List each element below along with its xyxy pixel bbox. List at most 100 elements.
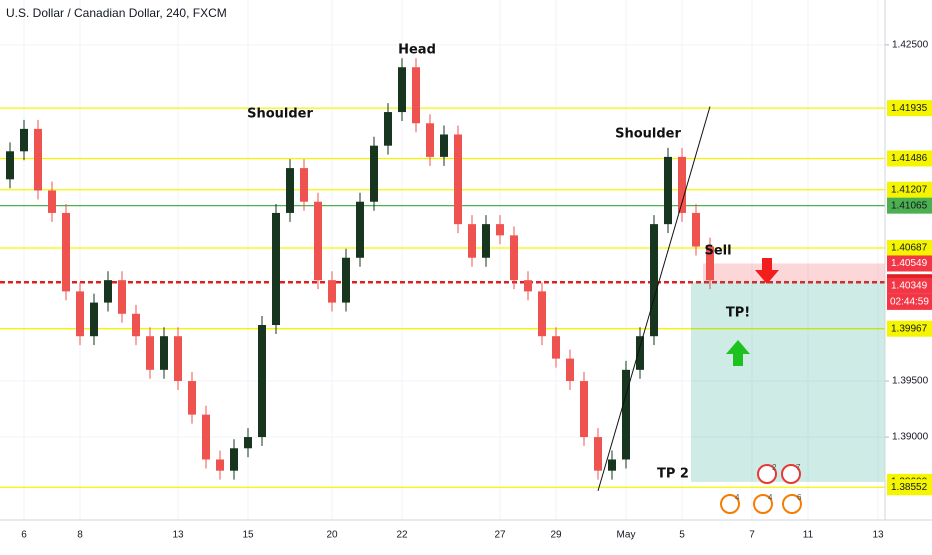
position xyxy=(691,263,885,482)
candle-body xyxy=(48,190,56,213)
sell-arrow xyxy=(755,258,779,284)
annotation: Shoulder xyxy=(615,127,681,142)
event-count: 7 xyxy=(796,463,801,472)
price-label: 1.40549 xyxy=(891,258,928,269)
candle-body xyxy=(482,224,490,258)
candle-body xyxy=(104,280,112,303)
candle-body xyxy=(174,336,182,382)
candle-body xyxy=(188,381,196,415)
candle-body xyxy=(496,224,504,236)
candle-body xyxy=(370,145,378,202)
candle-body xyxy=(62,212,70,292)
price-label-bg xyxy=(887,240,932,257)
candle-body xyxy=(90,302,98,337)
candle-body xyxy=(636,336,644,370)
price-label-bg xyxy=(887,197,932,214)
candle-body xyxy=(398,67,406,113)
event-icon xyxy=(782,494,802,514)
candle-body xyxy=(216,459,224,471)
annotation: TP 2 xyxy=(657,467,689,482)
x-tick-label: 8 xyxy=(77,530,83,541)
x-tick-label: 11 xyxy=(803,530,814,541)
candle-body xyxy=(160,336,168,370)
candle-body xyxy=(314,201,322,281)
event-icon xyxy=(781,464,801,484)
y-tick-label: 1.42500 xyxy=(892,39,929,50)
candle-body xyxy=(706,246,714,281)
tp-arrow xyxy=(726,340,750,366)
countdown-bg xyxy=(887,293,932,310)
event-count: 4 xyxy=(768,493,773,502)
x-tick-label: 13 xyxy=(172,530,184,541)
candle-body xyxy=(34,128,42,191)
x-tick-label: 20 xyxy=(326,530,338,541)
annotation: Sell xyxy=(704,244,731,259)
candle-body xyxy=(272,212,280,325)
candle-body xyxy=(244,437,252,449)
y-tick-label: 1.39500 xyxy=(892,376,929,387)
target-zone xyxy=(691,282,885,482)
event-icon xyxy=(757,464,777,484)
x-tick-label: 22 xyxy=(396,530,408,541)
price-label: 1.41207 xyxy=(891,184,928,195)
price-label-bg xyxy=(887,320,932,337)
candle-body xyxy=(132,313,140,337)
price-label-bg xyxy=(887,479,932,496)
annotation: TP! xyxy=(726,306,750,321)
candle-body xyxy=(622,369,630,460)
price-label-bg xyxy=(887,277,932,294)
price-label: 1.41065 xyxy=(891,200,928,211)
x-tick-label: 27 xyxy=(494,530,506,541)
candle-body xyxy=(76,291,84,337)
candle-body xyxy=(202,414,210,460)
candle-body xyxy=(286,168,294,213)
candle-body xyxy=(594,437,602,471)
candle-body xyxy=(538,291,546,337)
trendline xyxy=(597,106,711,492)
x-tick-label: May xyxy=(617,530,636,541)
candle-body xyxy=(230,448,238,471)
levels xyxy=(0,107,885,488)
countdown: 02:44:59 xyxy=(890,297,929,308)
candle-body xyxy=(20,128,28,152)
candle-body xyxy=(566,358,574,382)
candle-body xyxy=(510,235,518,281)
candle-body xyxy=(692,212,700,247)
candle-body xyxy=(146,336,154,370)
x-tick-label: 6 xyxy=(21,530,27,541)
candle-body xyxy=(440,134,448,157)
event-count: 6 xyxy=(797,493,802,502)
price-label: 1.40687 xyxy=(891,243,928,254)
candle-body xyxy=(356,201,364,258)
candle-body xyxy=(678,156,686,213)
price-label-bg xyxy=(887,255,932,272)
chart-title: U.S. Dollar / Canadian Dollar, 240, FXCM xyxy=(6,6,227,20)
candle-body xyxy=(426,123,434,157)
x-tick-label: 7 xyxy=(749,530,755,541)
price-label: 1.41935 xyxy=(891,103,928,114)
price-label-bg xyxy=(887,181,932,198)
candle-body xyxy=(650,224,658,337)
x-tick-label: 5 xyxy=(679,530,685,541)
x-tick-label: 15 xyxy=(242,530,254,541)
annotation: Head xyxy=(398,43,436,58)
candle-body xyxy=(580,381,588,438)
y-tick-label: 1.39000 xyxy=(892,432,929,443)
candle-body xyxy=(412,67,420,124)
candle-body xyxy=(118,280,126,314)
price-label: 1.38552 xyxy=(891,482,928,493)
candle-body xyxy=(468,224,476,258)
candle-body xyxy=(524,280,532,292)
candle-body xyxy=(342,257,350,303)
candle-body xyxy=(608,459,616,471)
event-count: 4 xyxy=(735,493,740,502)
candle-body xyxy=(454,134,462,225)
candle-body xyxy=(384,112,392,146)
price-label: 1.41486 xyxy=(891,153,928,164)
candle-body xyxy=(300,168,308,202)
price-label: 1.40349 xyxy=(891,281,928,292)
x-tick-label: 13 xyxy=(872,530,884,541)
x-tick-label: 29 xyxy=(550,530,562,541)
